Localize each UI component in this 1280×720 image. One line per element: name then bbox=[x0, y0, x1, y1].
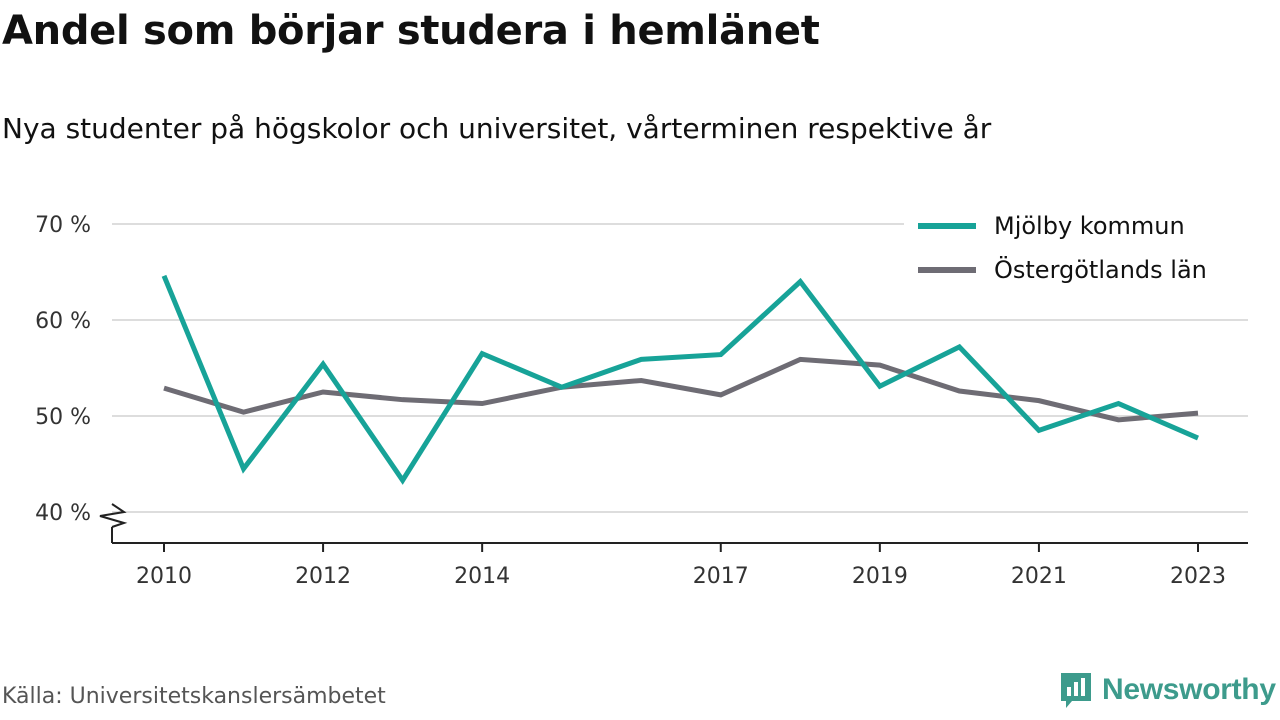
newsworthy-logo-icon bbox=[1061, 673, 1091, 708]
x-tick-label: 2010 bbox=[136, 564, 192, 589]
source-note: Källa: Universitetskanslersämbetet bbox=[2, 684, 386, 709]
x-tick-label: 2019 bbox=[852, 564, 908, 589]
axis-break-icon bbox=[99, 503, 128, 528]
brand-logo[interactable]: Newsworthy bbox=[1058, 670, 1276, 710]
legend: Mjölby kommun Östergötlands län bbox=[904, 204, 1248, 300]
x-tick-label: 2021 bbox=[1011, 564, 1067, 589]
series-line--sterg-tlands-l-n bbox=[163, 356, 1199, 423]
x-tick-label: 2023 bbox=[1170, 564, 1226, 589]
y-tick-label: 60 % bbox=[35, 309, 91, 334]
y-tick-label: 40 % bbox=[35, 501, 91, 526]
x-tick-label: 2012 bbox=[295, 564, 351, 589]
legend-background bbox=[904, 204, 1248, 300]
y-tick-label: 50 % bbox=[35, 405, 91, 430]
chart-subtitle: Nya studenter på högskolor och universit… bbox=[2, 112, 992, 145]
y-tick-label: 70 % bbox=[35, 213, 91, 238]
x-tick-label: 2017 bbox=[693, 564, 749, 589]
axes: 40 % 50 % 60 % 70 % 2010 2012 2014 2017 2019 2021… bbox=[35, 213, 1248, 589]
series-line-mj-lby-kommun bbox=[161, 274, 1199, 485]
chart-title: Andel som börjar studera i hemlänet bbox=[2, 8, 820, 54]
series-lines bbox=[161, 274, 1199, 485]
x-tick-label: 2014 bbox=[454, 564, 510, 589]
brand-name: Newsworthy bbox=[1102, 673, 1276, 706]
legend-label: Östergötlands län bbox=[994, 255, 1207, 284]
legend-label: Mjölby kommun bbox=[994, 212, 1185, 240]
